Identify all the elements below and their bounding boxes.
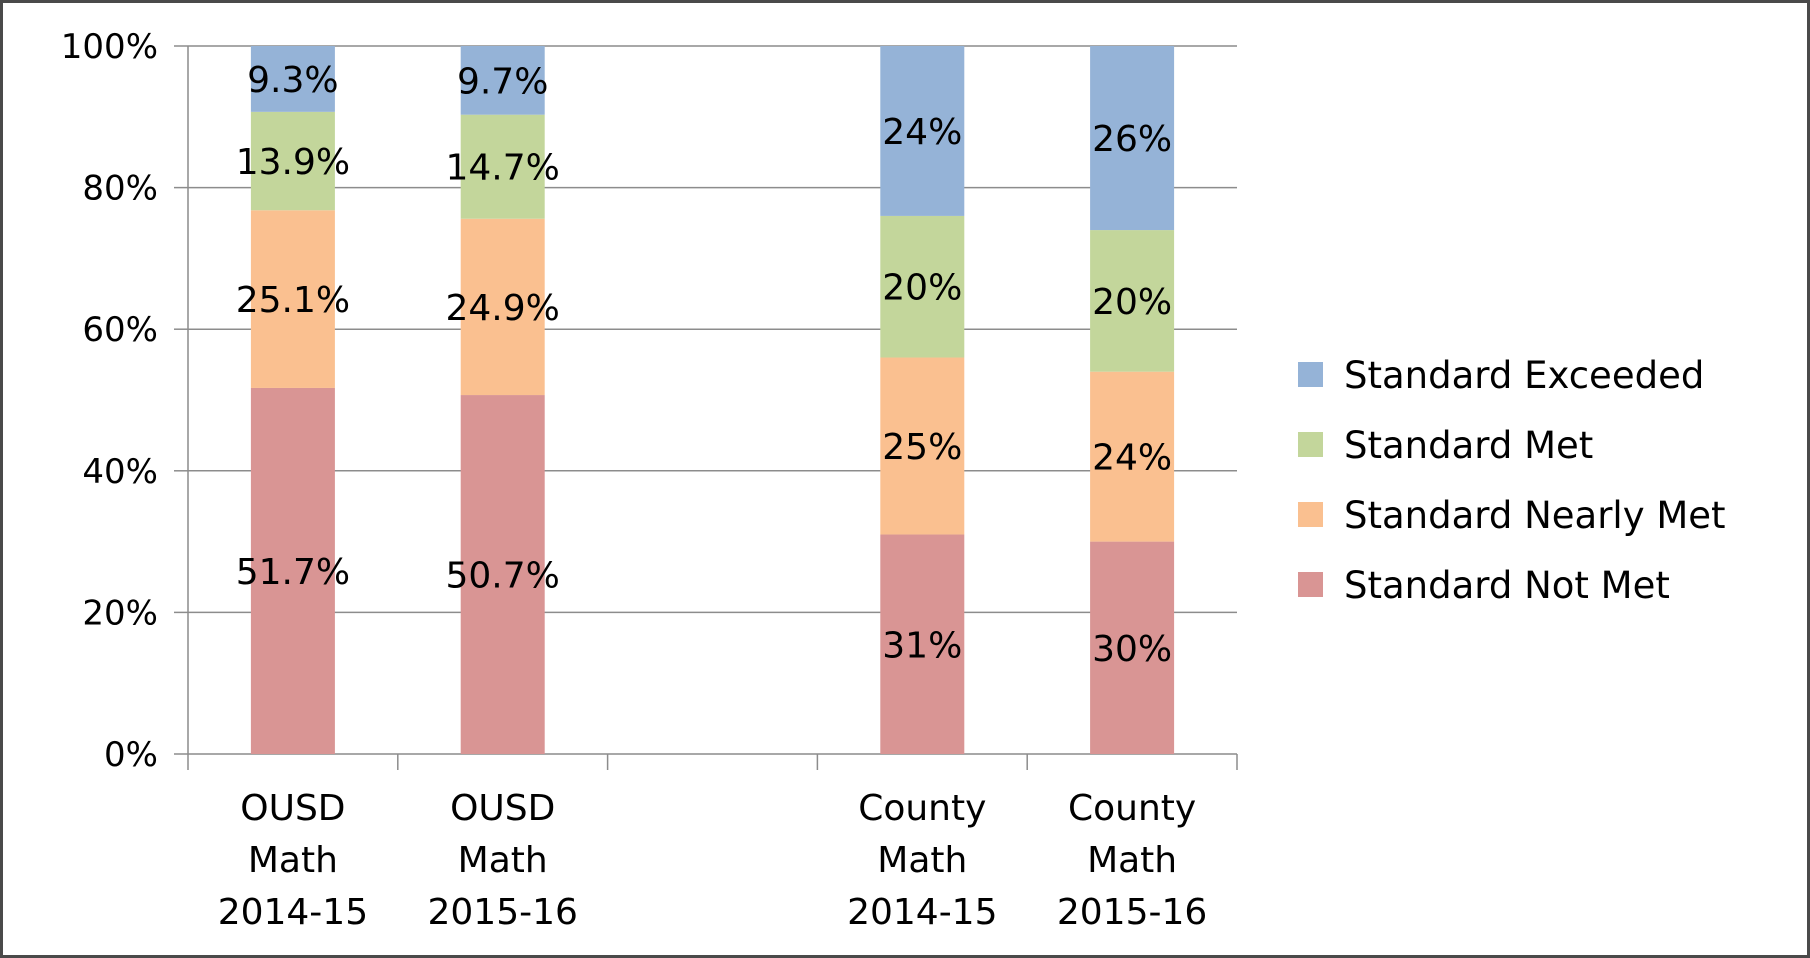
x-category-label: OUSD [450,788,555,829]
bar-segment [880,534,965,754]
bar-segment [460,114,545,219]
data-label: 25% [882,427,962,468]
legend-swatch [1298,432,1323,457]
x-category-label: Math [1087,840,1177,881]
legend-entry: Standard Exceeded [1344,354,1704,397]
bar-segment [460,218,545,396]
data-label: 26% [1092,119,1172,160]
x-category-label: County [858,788,986,829]
x-category-label: Math [458,840,548,881]
y-tick-label: 0% [104,735,158,775]
legend-swatch [1298,502,1323,527]
x-category-label: 2015-16 [1057,892,1207,933]
bar-segment [1090,46,1175,231]
legend-entry: Standard Met [1344,424,1593,467]
bar-segment [1090,371,1175,542]
data-label: 30% [1092,629,1172,670]
data-label: 9.7% [457,61,548,102]
data-label: 14.7% [446,148,560,189]
bar-segment [250,210,335,388]
bar-segment [1090,541,1175,754]
bar-segment [460,395,545,754]
bar-segment [880,357,965,535]
data-label: 13.9% [236,142,350,183]
data-label: 31% [882,625,962,666]
x-category-label: 2014-15 [218,892,368,933]
data-label: 20% [882,268,962,309]
x-category-label: Math [877,840,967,881]
bar-segment [460,46,545,115]
data-label: 50.7% [446,556,560,597]
x-category-label: 2014-15 [847,892,997,933]
bar-segment [1090,230,1175,372]
y-tick-label: 20% [82,593,158,633]
x-category-label: 2015-16 [427,892,577,933]
data-label: 51.7% [236,552,350,593]
x-category-label: County [1068,788,1196,829]
legend-entry: Standard Nearly Met [1344,494,1726,537]
y-tick-label: 80% [82,169,158,209]
bar-segment [880,46,965,216]
bar-segment [250,387,335,754]
data-label: 9.3% [247,60,338,101]
y-tick-label: 100% [61,27,158,67]
bar-segment [880,215,965,358]
bar-segment [250,46,335,112]
x-category-label: OUSD [240,788,345,829]
legend-swatch [1298,572,1323,597]
legend-entry: Standard Not Met [1344,564,1670,607]
data-label: 20% [1092,282,1172,323]
data-label: 24% [882,112,962,153]
y-tick-label: 40% [82,452,158,492]
data-label: 25.1% [236,280,350,321]
data-label: 24.9% [446,288,560,329]
bar-segment [250,111,335,211]
x-category-label: Math [248,840,338,881]
y-tick-label: 60% [82,310,158,350]
legend-swatch [1298,362,1323,387]
data-label: 24% [1092,438,1172,479]
